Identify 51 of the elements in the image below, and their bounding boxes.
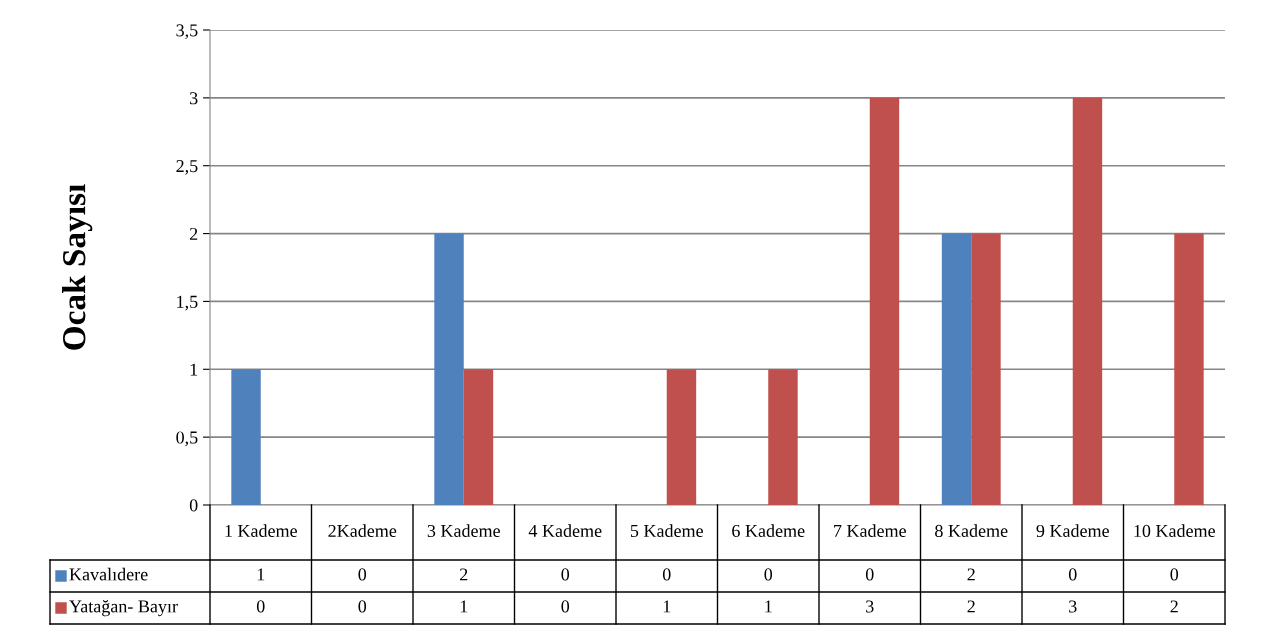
- data-label: 2: [1170, 600, 1178, 613]
- x-tick-label: 2Kademe: [328, 524, 397, 538]
- data-label: 0: [561, 600, 570, 613]
- x-tick-label: 8 Kademe: [935, 524, 1008, 538]
- data-label: 3: [866, 600, 874, 613]
- bar: [666, 369, 697, 505]
- data-label: 1: [460, 600, 468, 613]
- x-tick-label: 3 Kademe: [427, 524, 500, 538]
- data-label: 1: [257, 568, 265, 581]
- bar: [434, 233, 464, 505]
- x-tick-label: 6 Kademe: [732, 524, 805, 538]
- x-tick-label: 9 Kademe: [1036, 524, 1109, 538]
- data-label: 0: [1170, 568, 1179, 581]
- bar: [463, 369, 494, 505]
- y-tick-label: 1: [190, 363, 198, 376]
- data-label: 0: [662, 568, 671, 581]
- y-tick-label: 3,5: [176, 24, 198, 40]
- legend-label: Yatağan- Bayır: [69, 599, 178, 617]
- data-label: 3: [1069, 600, 1077, 613]
- legend-label: Kavalıdere: [69, 567, 148, 581]
- data-label: 2: [460, 568, 468, 581]
- data-label: 0: [764, 568, 773, 581]
- data-label: 0: [561, 568, 570, 581]
- data-label: 0: [358, 600, 367, 613]
- data-label: 0: [1068, 568, 1077, 581]
- y-axis-title: Ocak Sayısı: [61, 184, 93, 350]
- y-tick-label: 3: [190, 92, 198, 105]
- x-tick-label: 7 Kademe: [834, 524, 906, 538]
- bar: [231, 369, 261, 505]
- bar: [768, 369, 798, 505]
- y-tick-label: 0,5: [176, 431, 198, 447]
- data-label: 0: [865, 568, 874, 581]
- data-label: 1: [663, 600, 671, 613]
- x-tick-label: 5 Kademe: [630, 524, 703, 538]
- data-label: 0: [358, 568, 367, 581]
- bar: [941, 233, 972, 505]
- bar: [1072, 97, 1103, 505]
- y-tick-label: 2,5: [176, 160, 198, 175]
- bar: [971, 233, 1001, 505]
- y-tick-label: 0: [189, 499, 198, 512]
- x-tick-label: 4 Kademe: [528, 524, 602, 538]
- data-label: 1: [765, 600, 772, 613]
- bar: [869, 97, 900, 505]
- data-label: 2: [967, 600, 975, 613]
- x-tick-label: 1 Kademe: [225, 524, 297, 538]
- data-label: 0: [256, 600, 265, 613]
- y-tick-label: 2: [189, 227, 198, 240]
- x-tick-label: 10 Kademe: [1134, 524, 1215, 538]
- bar: [1174, 233, 1204, 505]
- data-label: 2: [967, 568, 975, 581]
- y-tick-label: 1,5: [177, 295, 198, 311]
